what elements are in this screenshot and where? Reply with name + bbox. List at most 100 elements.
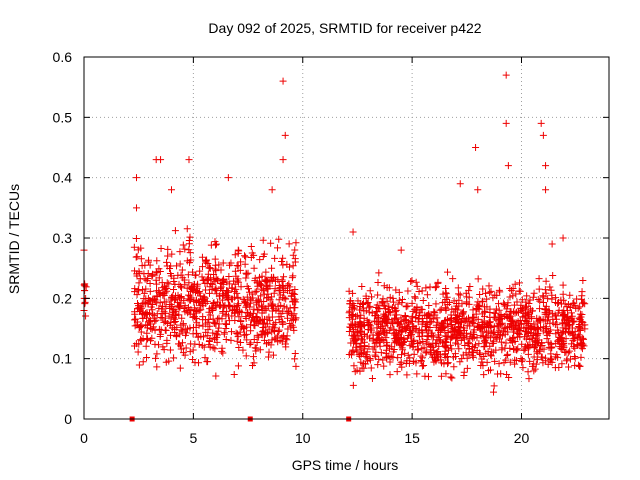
data-point: [205, 338, 213, 346]
data-point: [532, 329, 540, 337]
data-point: [430, 308, 438, 316]
data-point: [539, 359, 547, 367]
data-point: [447, 341, 455, 349]
data-point: [360, 314, 368, 322]
data-point: [251, 322, 259, 330]
data-point: [153, 350, 161, 358]
data-point: [215, 314, 223, 322]
data-point: [199, 316, 207, 324]
data-point: [577, 343, 585, 351]
data-point: [264, 353, 272, 361]
data-point: [490, 309, 498, 317]
data-point: [502, 339, 510, 347]
data-point: [206, 264, 214, 272]
data-point: [207, 241, 215, 249]
data-point: [548, 291, 556, 299]
data-point: [201, 294, 209, 302]
data-point: [178, 266, 186, 274]
y-tick-label: 0.1: [53, 351, 73, 367]
data-point: [253, 331, 261, 339]
data-point: [204, 326, 212, 334]
data-point: [165, 280, 173, 288]
data-point: [199, 322, 207, 330]
data-point: [422, 349, 430, 357]
y-axis-label: SRMTID / TECUs: [6, 184, 22, 294]
data-point: [265, 348, 273, 356]
data-point: [404, 287, 412, 295]
data-point: [248, 313, 256, 321]
data-point: [143, 336, 151, 344]
data-point: [268, 300, 276, 308]
data-point: [500, 300, 508, 308]
data-point: [269, 323, 277, 331]
data-point: [272, 334, 280, 342]
data-point: [463, 299, 471, 307]
data-point: [224, 174, 232, 182]
data-point: [497, 321, 505, 329]
data-point: [257, 292, 265, 300]
data-point: [195, 321, 203, 329]
data-point: [176, 248, 184, 256]
data-point: [417, 305, 425, 313]
data-point: [259, 253, 267, 261]
data-point: [535, 285, 543, 293]
data-point: [289, 298, 297, 306]
data-point: [475, 340, 483, 348]
data-point: [179, 349, 187, 357]
data-point: [374, 361, 382, 369]
data-point: [291, 258, 299, 266]
data-point: [262, 276, 270, 284]
data-point: [472, 306, 480, 314]
data-point: [482, 289, 490, 297]
data-point: [252, 344, 260, 352]
data-point: [380, 337, 388, 345]
data-point: [268, 264, 276, 272]
data-point: [206, 322, 214, 330]
y-tick-label: 0.4: [53, 170, 73, 186]
data-point: [370, 317, 378, 325]
data-point: [467, 330, 475, 338]
data-point: [170, 286, 178, 294]
data-point: [240, 252, 248, 260]
data-point: [495, 313, 503, 321]
y-tick-label: 0.5: [53, 109, 73, 125]
data-point: [556, 343, 564, 351]
data-point: [504, 162, 512, 170]
data-point: [166, 346, 174, 354]
data-point: [133, 321, 141, 329]
data-point: [423, 348, 431, 356]
data-point: [434, 331, 442, 339]
data-point: [434, 348, 442, 356]
data-point: [437, 372, 445, 380]
data-point: [160, 318, 168, 326]
data-point: [475, 349, 483, 357]
data-point: [234, 294, 242, 302]
data-point: [176, 260, 184, 268]
data-point: [449, 332, 457, 340]
data-point: [146, 318, 154, 326]
data-point: [366, 356, 374, 364]
data-point: [413, 370, 421, 378]
data-point: [444, 360, 452, 368]
data-point: [157, 314, 165, 322]
data-point: [460, 335, 468, 343]
data-point: [280, 294, 288, 302]
data-point: [549, 271, 557, 279]
data-point: [263, 282, 271, 290]
y-tick-label: 0.3: [53, 230, 73, 246]
x-tick-label: 10: [295, 430, 311, 446]
data-point: [366, 302, 374, 310]
data-point: [558, 312, 566, 320]
data-point: [225, 280, 233, 288]
data-point: [515, 287, 523, 295]
data-point: [139, 308, 147, 316]
data-point: [285, 263, 293, 271]
data-point: [444, 268, 452, 276]
data-point: [349, 381, 357, 389]
data-point: [450, 363, 458, 371]
data-point: [204, 260, 212, 268]
data-point: [395, 319, 403, 327]
data-point: [223, 321, 231, 329]
data-point: [454, 340, 462, 348]
data-point: [558, 319, 566, 327]
